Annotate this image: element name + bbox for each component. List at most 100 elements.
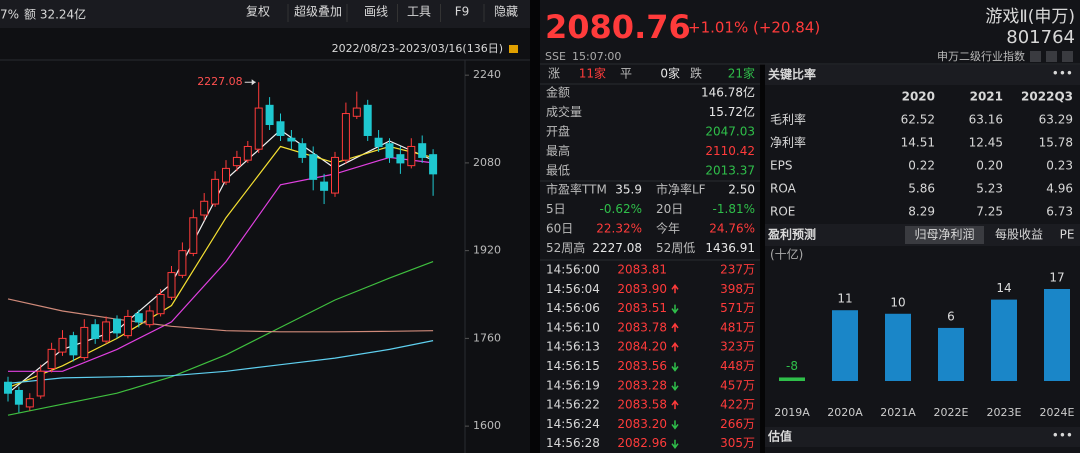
index-code: 801764 (1006, 27, 1075, 48)
candle-body (243, 145, 252, 161)
candle-body (189, 217, 198, 254)
candle-body (69, 335, 78, 356)
divider (760, 64, 765, 453)
candle-body (80, 326, 89, 359)
moving-average (7, 261, 434, 416)
last-price: 2080.76 (545, 8, 691, 46)
bar (938, 327, 964, 381)
toolbar-button[interactable]: F9 (455, 5, 470, 19)
candle-body (418, 143, 427, 158)
stat-value: 1436.91 (705, 241, 755, 255)
trade-time: 14:56:24 (546, 417, 600, 431)
candle-body (156, 294, 165, 315)
more-menu[interactable]: ••• (1052, 429, 1073, 443)
trade-arrow (671, 362, 679, 372)
candle-body (385, 143, 394, 158)
breadth-value: 11家 (579, 66, 606, 81)
bar-label: 14 (996, 281, 1011, 295)
ratio-value: 7.25 (976, 205, 1003, 219)
candle-body (374, 137, 383, 147)
date-range: 2022/08/23-2023/03/16(136日) (332, 42, 503, 55)
ratio-label: 毛利率 (770, 112, 806, 127)
moving-average (7, 298, 434, 333)
ratio-value: 0.22 (908, 159, 935, 173)
annotation-arrowhead (251, 79, 256, 86)
valuation-title: 估值 (767, 429, 792, 444)
toolbar-button[interactable]: 画线 (364, 5, 388, 19)
amount: 额 32.24亿 (24, 7, 86, 22)
stat-value: 146.78亿 (701, 85, 755, 100)
trade-time: 14:56:06 (546, 301, 600, 315)
trade-volume: 305万 (720, 436, 755, 450)
y-tick-label: 2240 (473, 68, 501, 81)
candle-body (134, 313, 143, 323)
alert-icon[interactable] (1062, 51, 1073, 62)
trade-price: 2083.90 (617, 282, 667, 296)
trade-volume: 448万 (720, 359, 755, 373)
index-type: 申万二级行业指数 (937, 49, 1025, 63)
forecast-tab[interactable]: 每股收益 (995, 227, 1043, 242)
toolbar-button[interactable]: 超级叠加 (294, 4, 342, 19)
ratio-value: 12.45 (969, 136, 1003, 150)
forecast-tab[interactable]: 归母净利润 (914, 228, 974, 242)
bar (1044, 289, 1070, 381)
stat-value: 24.76% (709, 222, 755, 236)
candle-body (211, 178, 220, 205)
ratio-value: 15.78 (1039, 136, 1073, 150)
breadth-label: 涨 (548, 66, 560, 81)
toolbar-button[interactable]: 工具 (407, 5, 431, 19)
lock-icon[interactable] (509, 45, 518, 53)
candle-body (58, 337, 67, 353)
candle-body (25, 398, 34, 408)
forecast-unit: (十亿) (770, 247, 803, 262)
candle-body (167, 272, 176, 298)
forecast-tab[interactable]: PE (1060, 228, 1075, 242)
stat-value: -1.81% (713, 202, 755, 216)
ratio-value: 5.86 (908, 182, 935, 196)
stat-label: 市盈率TTM (546, 182, 607, 197)
trade-arrow (671, 284, 679, 294)
bar (991, 299, 1017, 381)
ratio-value: 14.51 (901, 136, 935, 150)
trade-arrow (671, 381, 679, 392)
stat-value: 2.50 (728, 183, 755, 197)
change-pct: 7% (0, 8, 19, 22)
trade-volume: 323万 (720, 340, 755, 354)
x-tick-label: 2019A (774, 406, 810, 419)
stat-label: 金额 (546, 85, 570, 100)
trade-price: 2083.56 (617, 359, 667, 373)
candle-body (309, 154, 318, 180)
toolbar-button[interactable]: 隐藏 (494, 5, 518, 19)
more-menu[interactable]: ••• (1052, 67, 1073, 81)
toolbar (0, 0, 530, 28)
candle-body (298, 143, 307, 158)
price-change: +1.01% (+20.84) (688, 19, 820, 37)
exchange: SSE (545, 50, 566, 63)
trade-time: 14:56:10 (546, 320, 600, 334)
candle-body (287, 137, 296, 142)
candle-body (352, 107, 361, 117)
stat-label: 市净率LF (656, 182, 706, 197)
trade-time: 14:56:00 (546, 263, 600, 277)
candle-body (36, 370, 45, 397)
bar-label: -8 (786, 359, 798, 373)
stat-value: 35.9 (615, 183, 642, 197)
trade-volume: 457万 (720, 378, 755, 392)
index-name: 游戏Ⅱ(申万) (985, 7, 1075, 27)
stat-label: 最高 (546, 143, 570, 158)
trade-volume: 481万 (720, 320, 755, 334)
edit-icon[interactable] (1030, 51, 1041, 62)
trade-time: 14:56:28 (546, 436, 600, 450)
ratio-value: 62.52 (901, 113, 935, 127)
share-icon[interactable] (1046, 51, 1057, 62)
trade-price: 2083.58 (617, 398, 667, 412)
x-tick-label: 2020A (827, 406, 863, 419)
toolbar-button[interactable]: 复权 (246, 5, 270, 19)
stat-value: 2227.08 (592, 241, 642, 255)
candle-body (200, 200, 209, 216)
candle-body (4, 381, 12, 394)
x-tick-label: 2021A (880, 406, 916, 419)
candle-body (265, 104, 274, 126)
candle-body (123, 315, 132, 337)
